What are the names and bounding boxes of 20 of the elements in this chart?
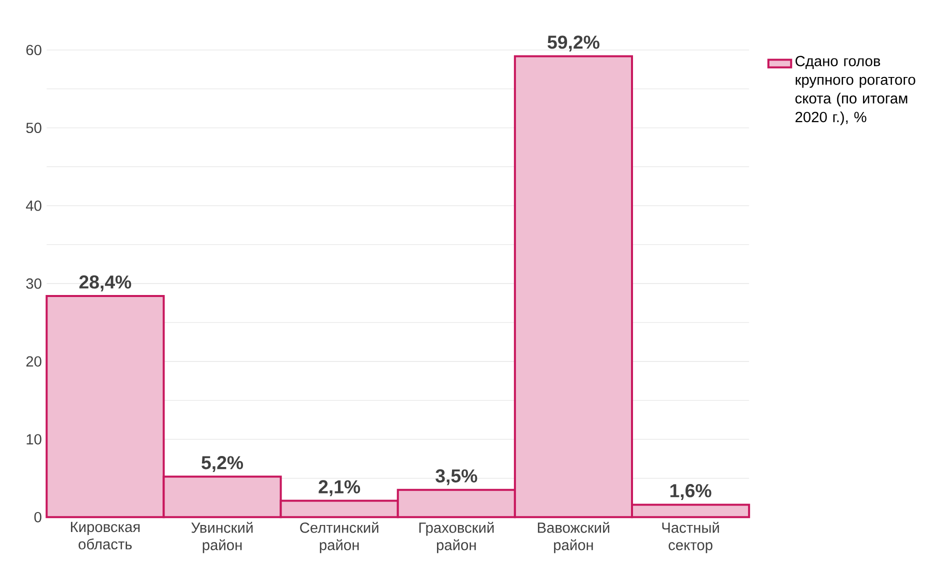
data-label: 3,5% (436, 469, 478, 486)
x-tick-label: Селтинский район (300, 522, 378, 554)
data-label: 59,2% (548, 36, 600, 52)
x-tick-label: Вавожский район (538, 522, 610, 554)
y-tick-label: 40 (26, 200, 42, 211)
legend-label: Сдано голов крупного рогатого скота (по итогам 2020 г.), % (795, 56, 916, 126)
y-tick-label: 60 (26, 44, 42, 56)
y-tick-label: 0 (34, 512, 42, 522)
y-tick-label: 10 (26, 434, 42, 445)
x-tick-label: Граховский район (419, 522, 494, 554)
data-label: 5,2% (202, 456, 244, 472)
x-tick-label: Частный сектор (662, 522, 719, 554)
y-tick-label: 30 (26, 278, 42, 289)
x-tick-label: Увинский район (191, 522, 253, 554)
data-label: 28,4% (79, 275, 132, 292)
data-label: 2,1% (318, 480, 360, 496)
y-tick-label: 20 (26, 356, 42, 367)
y-tick-label: 50 (26, 122, 42, 134)
data-label: 1,6% (670, 484, 712, 500)
x-tick-label: Кировская область (70, 522, 140, 550)
